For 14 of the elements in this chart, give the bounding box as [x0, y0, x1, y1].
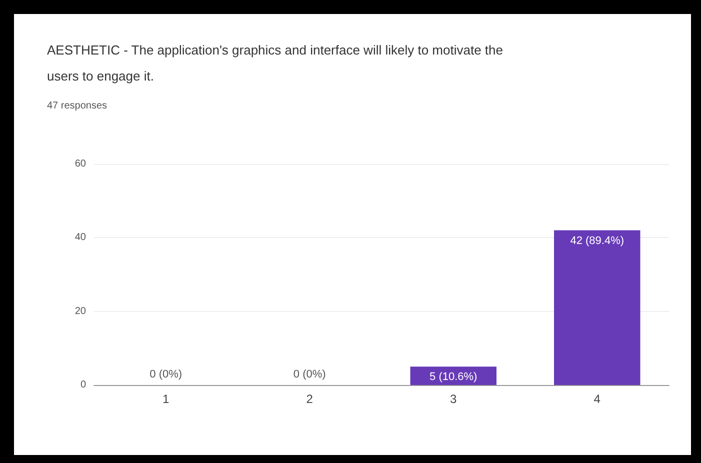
x-tick-label: 2: [306, 392, 314, 406]
data-label: 0 (0%): [293, 368, 326, 380]
y-tick-label: 0: [80, 380, 86, 390]
chart-title: AESTHETIC - The application's graphics and interface will likely to motivate the users to engage it.: [47, 42, 507, 84]
chart-subtitle: 47 responses: [47, 100, 108, 112]
x-tick-label: 3: [450, 392, 458, 406]
y-tick-label: 40: [74, 232, 86, 244]
data-label: 5 (10.6%): [430, 371, 478, 384]
x-tick-label: 4: [594, 392, 601, 406]
y-tick-label: 60: [74, 158, 86, 170]
y-tick-label: 20: [74, 306, 86, 317]
x-tick-label: 1: [162, 392, 170, 406]
data-label: 42 (89.4%): [570, 234, 624, 247]
data-label: 0 (0%): [150, 368, 182, 380]
